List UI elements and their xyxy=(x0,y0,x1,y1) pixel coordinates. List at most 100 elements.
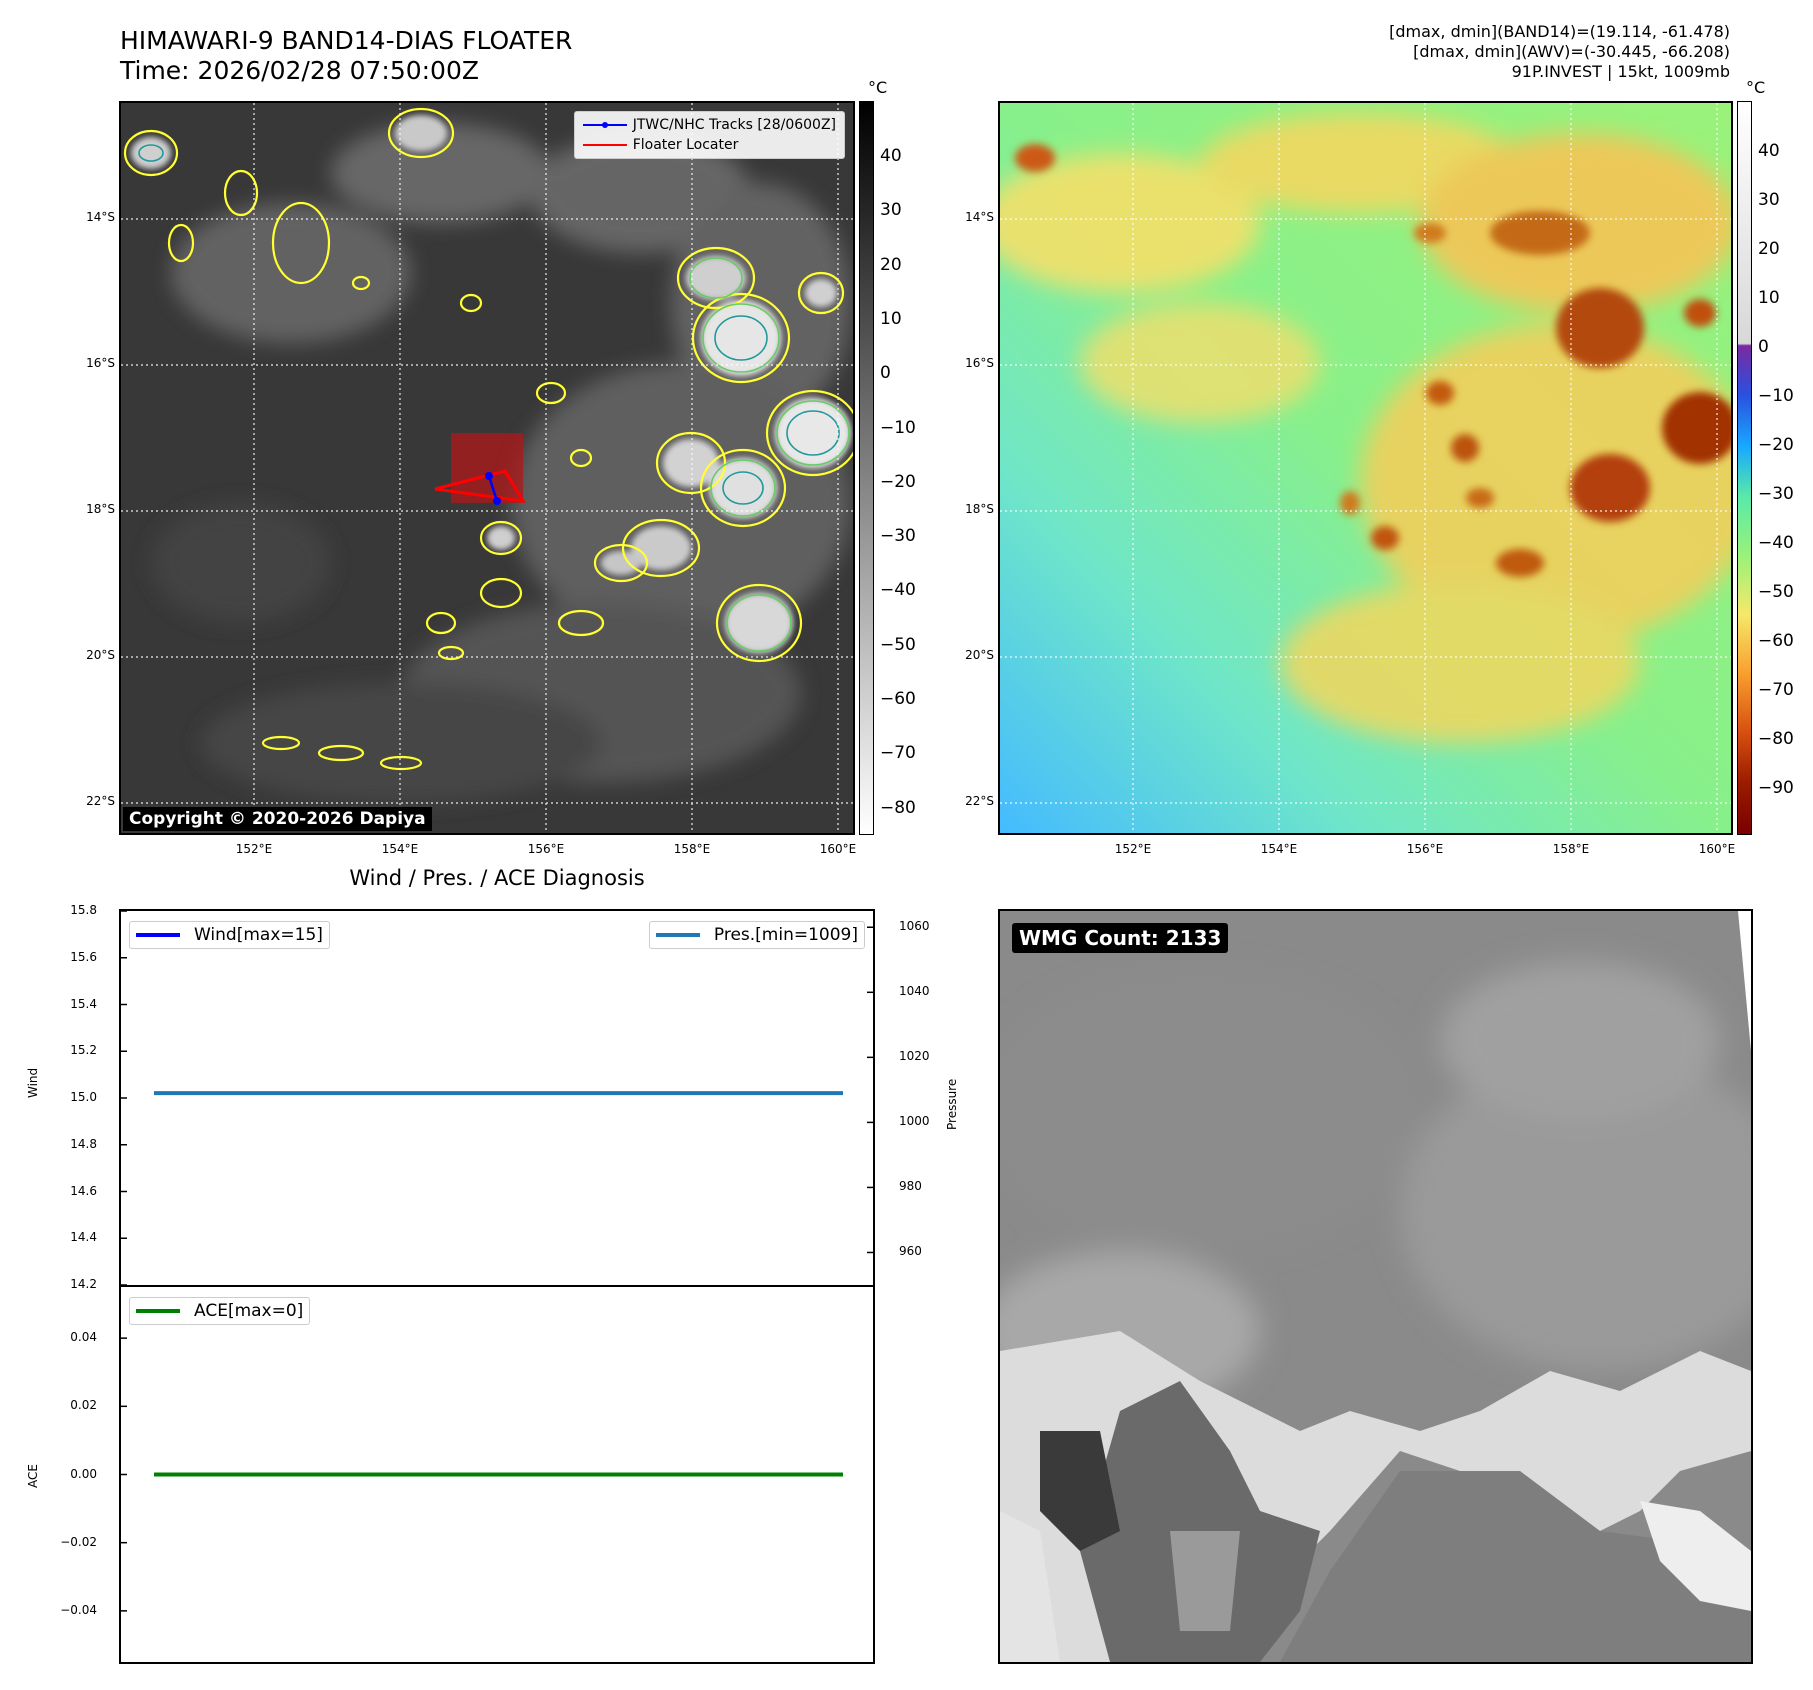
colorbar-tick-label: 30 xyxy=(880,200,902,221)
ace-legend: ACE[max=0] xyxy=(129,1297,311,1325)
wind-tick-label: 15.8 xyxy=(70,903,97,917)
colorbar-tick-label: 10 xyxy=(1758,288,1780,308)
ace-tick-label: 0.02 xyxy=(70,1398,97,1413)
ace-legend-label: ACE[max=0] xyxy=(194,1301,304,1321)
lat-tick-label: 16°S xyxy=(965,356,994,370)
ir-colorbar-unit: °C xyxy=(868,78,888,97)
colorbar-tick-label: −60 xyxy=(880,689,916,709)
lat-tick-label: 14°S xyxy=(86,210,115,224)
lon-tick-label: 154°E xyxy=(381,842,419,856)
ir-map-panel: JTWC/NHC Tracks [28/0600Z] Floater Locat… xyxy=(119,101,855,835)
awv-colorbar xyxy=(1737,101,1752,835)
wind-tick-label: 14.6 xyxy=(70,1183,97,1198)
ir-legend: JTWC/NHC Tracks [28/0600Z] Floater Locat… xyxy=(573,111,845,159)
ace-tick-label: −0.04 xyxy=(60,1602,97,1617)
wmg-count-badge: WMG Count: 2133 xyxy=(1012,923,1229,953)
colorbar-tick-label: −90 xyxy=(1758,778,1794,798)
colorbar-tick-label: −40 xyxy=(880,580,916,601)
lon-tick-label: 160°E xyxy=(1698,842,1736,856)
lon-tick-label: 154°E xyxy=(1260,842,1298,856)
pressure-tick-label: 960 xyxy=(899,1244,922,1259)
title-line-1: HIMAWARI-9 BAND14-DIAS FLOATER xyxy=(120,26,573,55)
ace-legend-swatch xyxy=(136,1309,180,1313)
floater-locater-line xyxy=(434,469,526,503)
wmg-panel: WMG Count: 2133 xyxy=(998,909,1753,1664)
lat-tick-label: 14°S xyxy=(965,210,994,224)
pressure-legend-swatch xyxy=(655,933,700,937)
lat-tick-label: 20°S xyxy=(86,648,115,662)
info-line-3: 91P.INVEST | 15kt, 1009mb xyxy=(1511,62,1730,81)
legend-locater: Floater Locater xyxy=(577,135,842,155)
colorbar-tick-label: −60 xyxy=(1758,631,1794,651)
ace-plot xyxy=(121,1337,843,1612)
pressure-tick-label: 1040 xyxy=(899,984,930,999)
colorbar-tick-label: −70 xyxy=(880,743,916,764)
title-line-2: Time: 2026/02/28 07:50:00Z xyxy=(120,56,479,85)
wind-tick-label: 14.8 xyxy=(70,1136,97,1151)
lon-tick-label: 160°E xyxy=(819,842,857,856)
awv-imagery xyxy=(1000,103,1731,833)
pressure-tick-label: 1000 xyxy=(899,1114,930,1129)
colorbar-tick-label: −40 xyxy=(1758,533,1794,553)
lon-tick-label: 158°E xyxy=(1552,842,1590,856)
colorbar-tick-label: 10 xyxy=(880,308,902,329)
lat-tick-label: 22°S xyxy=(86,794,115,808)
ace-chart: ACE[max=0] xyxy=(119,1285,875,1664)
info-line-2: [dmax, dmin](AWV)=(-30.445, -66.208) xyxy=(1413,42,1730,61)
ace-tick-label: −0.02 xyxy=(60,1534,97,1549)
colorbar-tick-label: 30 xyxy=(1758,190,1780,210)
lat-tick-label: 18°S xyxy=(86,502,115,516)
locater-legend-icon xyxy=(582,144,627,146)
jtwc-track-line xyxy=(487,475,499,502)
wind-pressure-chart: Wind[max=15] Pres.[min=1009] xyxy=(119,909,875,1287)
wind-tick-label: 15.6 xyxy=(70,949,97,964)
wind-legend-label: Wind[max=15] xyxy=(194,925,323,945)
lon-tick-label: 156°E xyxy=(1406,842,1444,856)
colorbar-tick-label: −50 xyxy=(1758,582,1794,602)
lat-tick-label: 16°S xyxy=(86,356,115,370)
pressure-axis-label: Pressure xyxy=(945,1078,959,1130)
wind-tick-label: 14.4 xyxy=(70,1230,97,1245)
lat-tick-label: 20°S xyxy=(965,648,994,662)
colorbar-tick-label: −50 xyxy=(880,634,916,655)
wind-tick-label: 15.0 xyxy=(70,1090,97,1104)
colorbar-tick-label: 0 xyxy=(880,363,891,384)
colorbar-tick-label: −30 xyxy=(880,526,916,547)
colorbar-tick-label: −80 xyxy=(1758,729,1794,749)
pressure-legend-label: Pres.[min=1009] xyxy=(713,925,858,945)
lon-tick-label: 152°E xyxy=(235,842,273,856)
ace-tick-label: 0.00 xyxy=(70,1466,97,1481)
wind-tick-label: 15.4 xyxy=(70,996,97,1011)
wind-pressure-plot xyxy=(121,911,873,1285)
figure-title: HIMAWARI-9 BAND14-DIAS FLOATER Time: 202… xyxy=(120,26,572,86)
legend-tracks: JTWC/NHC Tracks [28/0600Z] xyxy=(577,115,842,135)
wmg-imagery xyxy=(1000,911,1751,1662)
pressure-tick-label: 1020 xyxy=(899,1049,930,1064)
colorbar-tick-label: 20 xyxy=(880,254,902,275)
copyright-badge: Copyright © 2020-2026 Dapiya xyxy=(123,807,432,831)
awv-colorbar-unit: °C xyxy=(1746,78,1766,97)
colorbar-tick-label: 20 xyxy=(1758,239,1780,259)
ir-colorbar xyxy=(859,101,874,835)
wind-tick-label: 14.2 xyxy=(70,1277,97,1291)
pressure-tick-label: 1060 xyxy=(899,919,930,934)
lon-tick-label: 156°E xyxy=(527,842,565,856)
wind-tick-label: 15.2 xyxy=(70,1043,97,1058)
lon-tick-label: 158°E xyxy=(673,842,711,856)
colorbar-tick-label: −20 xyxy=(880,471,916,492)
legend-locater-label: Floater Locater xyxy=(632,137,739,153)
lon-tick-label: 152°E xyxy=(1114,842,1152,856)
diagnosis-title: Wind / Pres. / ACE Diagnosis xyxy=(349,866,645,890)
colorbar-tick-label: 40 xyxy=(1758,141,1780,161)
storm-info: [dmax, dmin](BAND14)=(19.114, -61.478) [… xyxy=(1389,22,1730,82)
wind-legend: Wind[max=15] xyxy=(129,921,330,949)
colorbar-tick-label: −30 xyxy=(1758,484,1794,504)
ace-tick-label: 0.04 xyxy=(70,1330,97,1345)
track-point xyxy=(493,497,501,505)
colorbar-tick-label: 40 xyxy=(880,146,902,166)
colorbar-tick-label: −80 xyxy=(880,797,916,818)
pressure-legend: Pres.[min=1009] xyxy=(648,921,865,949)
colorbar-tick-label: 0 xyxy=(1758,337,1769,357)
lat-tick-label: 22°S xyxy=(965,794,994,808)
track-point xyxy=(485,472,493,480)
